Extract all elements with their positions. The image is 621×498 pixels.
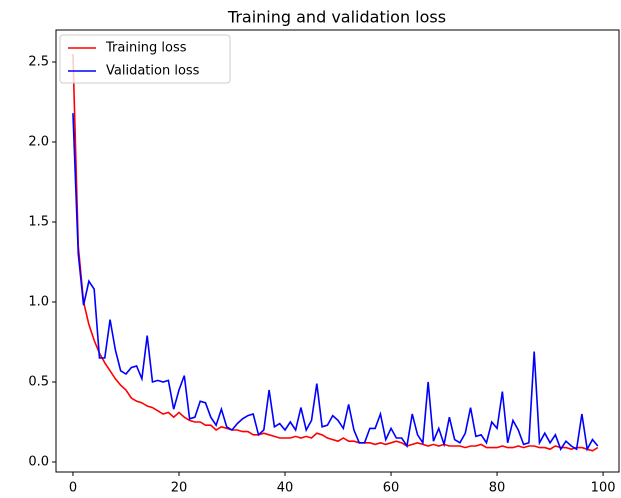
- legend-label: Validation loss: [106, 64, 200, 79]
- y-tick-label: 0.0: [28, 455, 49, 470]
- x-tick-label: 100: [591, 481, 616, 496]
- y-tick-label: 1.5: [28, 215, 49, 230]
- x-tick-label: 0: [69, 481, 77, 496]
- x-tick-label: 40: [277, 481, 294, 496]
- series-line: [72, 113, 599, 452]
- y-tick-label: 0.5: [28, 375, 49, 390]
- plot-frame: [55, 29, 620, 473]
- x-tick-label: 80: [489, 481, 506, 496]
- chart-title: Training and validation loss: [227, 8, 446, 27]
- x-tick-label: 20: [171, 481, 188, 496]
- series-line: [72, 53, 599, 452]
- legend-box: [59, 34, 231, 84]
- y-tick-label: 1.0: [28, 295, 49, 310]
- legend-label: Training loss: [105, 41, 187, 56]
- y-tick-label: 2.5: [28, 55, 49, 70]
- y-tick-label: 2.0: [28, 135, 49, 150]
- x-tick-label: 60: [383, 481, 400, 496]
